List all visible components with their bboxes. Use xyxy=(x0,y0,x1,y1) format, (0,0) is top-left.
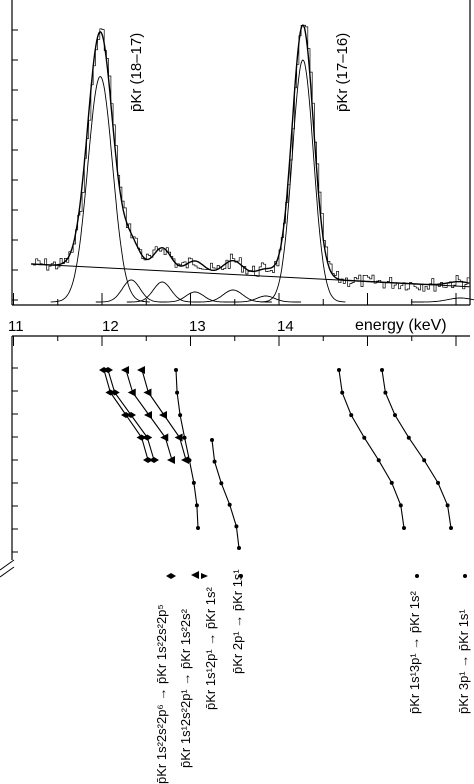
point-diamond xyxy=(166,573,176,579)
point-dot xyxy=(182,435,187,440)
point-triangle xyxy=(137,366,145,374)
point-dot xyxy=(227,502,232,507)
total-fit-curve xyxy=(31,24,470,286)
point-diamond xyxy=(126,412,136,418)
xtick-label: 12 xyxy=(102,318,119,335)
point-dot xyxy=(178,413,183,418)
point-dot xyxy=(389,480,394,485)
point-dot xyxy=(402,526,406,530)
transition-curve xyxy=(381,369,452,529)
transition-curve xyxy=(175,369,199,529)
point-dot xyxy=(463,574,467,578)
point-dot xyxy=(422,458,427,463)
point-triangle xyxy=(191,571,199,579)
x-axis-label: energy (keV) xyxy=(355,317,447,334)
point-dot xyxy=(380,368,384,372)
point-dot xyxy=(337,368,341,372)
xtick-label: 13 xyxy=(189,318,206,335)
fit-component xyxy=(95,279,167,303)
fit-component xyxy=(260,59,346,303)
point-triangle xyxy=(174,433,183,442)
point-dot xyxy=(349,413,354,418)
point-dot xyxy=(174,368,178,372)
histogram-steps xyxy=(31,24,470,292)
point-dot xyxy=(406,435,411,440)
fit-component xyxy=(50,75,150,303)
point-triangle xyxy=(159,411,167,419)
point-triangle xyxy=(160,433,169,442)
point-dot xyxy=(210,438,214,442)
axis-break-mark xyxy=(0,566,15,578)
point-dot xyxy=(237,546,241,550)
point-dot xyxy=(219,481,224,486)
legend-label: p̄Kr 1s²2s²2p⁶ → p̄Kr 1s²2s²2p⁵ xyxy=(154,604,169,784)
transition-curve xyxy=(338,369,405,529)
legend-label: p̄Kr 1s¹3p¹ → p̄Kr 1s² xyxy=(407,591,422,714)
peak-label-17-16: p̄Kr (17–16) xyxy=(334,32,351,112)
point-diamond xyxy=(103,367,113,373)
transition-panel-frame xyxy=(0,335,470,578)
point-dot xyxy=(194,503,199,508)
legend-label: p̄Kr 2p¹ → p̄Kr 1s¹ xyxy=(230,569,245,674)
axis-break-mark xyxy=(0,559,15,571)
point-dot xyxy=(392,413,397,418)
point-dot xyxy=(340,390,345,395)
transition-curve xyxy=(211,439,240,549)
spectrum-panel-frame xyxy=(11,0,471,306)
point-dot xyxy=(191,480,196,485)
point-diamond xyxy=(149,457,159,463)
point-dot xyxy=(445,503,450,508)
transition-energy-curves xyxy=(99,366,453,550)
point-dot xyxy=(383,390,388,395)
fit-component xyxy=(126,281,198,303)
fit-component xyxy=(410,297,474,303)
point-dot xyxy=(196,526,200,530)
spectrum-axis-ticks xyxy=(12,29,457,346)
fit-curves xyxy=(31,24,474,303)
point-diamond xyxy=(109,389,120,396)
point-dot xyxy=(436,480,441,485)
point-triangle xyxy=(167,456,175,464)
fit-component xyxy=(194,289,272,303)
point-triangle xyxy=(181,456,189,464)
point-diamond xyxy=(142,434,153,441)
legend-markers xyxy=(166,571,467,579)
point-dot xyxy=(239,574,243,578)
point-triangle xyxy=(144,411,152,419)
point-triangle xyxy=(143,388,152,397)
point-dot xyxy=(212,459,217,464)
point-dot xyxy=(187,458,192,463)
point-dot xyxy=(362,435,367,440)
point-dot xyxy=(449,526,453,530)
point-dot xyxy=(234,524,239,529)
point-dot xyxy=(175,390,180,395)
point-dot xyxy=(376,458,381,463)
point-triangle xyxy=(121,366,129,374)
point-dot xyxy=(415,574,419,578)
legend-label: p̄Kr 1s¹2s²2p¹ → p̄Kr 1s²2s² xyxy=(178,609,193,768)
xtick-label: 11 xyxy=(8,318,24,335)
xtick-label: 14 xyxy=(277,318,294,335)
legend-label: p̄Kr 1s¹2p¹ → p̄Kr 1s² xyxy=(203,587,218,710)
point-dot xyxy=(398,503,403,508)
spectrum-histogram xyxy=(31,24,470,292)
point-diamond xyxy=(136,434,147,441)
fit-component xyxy=(230,295,302,303)
peak-label-18-17: p̄Kr (18–17) xyxy=(128,32,145,112)
point-triangle xyxy=(127,388,136,397)
legend-label: p̄Kr 3p¹ → p̄Kr 1s¹ xyxy=(456,609,471,714)
fit-component xyxy=(159,291,231,303)
point-diamond xyxy=(143,457,153,463)
point-triangle xyxy=(201,573,208,579)
